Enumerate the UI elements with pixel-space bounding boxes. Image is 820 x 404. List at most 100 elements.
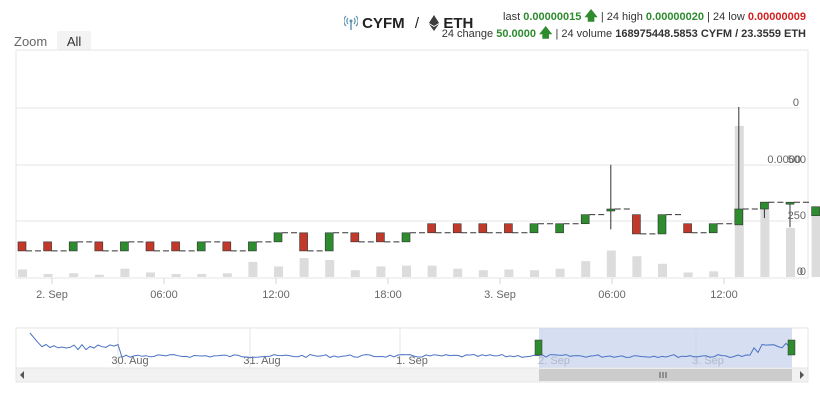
last-price: 0.00000015 <box>523 11 582 23</box>
volume-bar <box>530 270 539 277</box>
volume-bar <box>69 273 79 277</box>
candle-body <box>17 241 27 252</box>
high-price: 0.00000020 <box>645 11 705 23</box>
volume-bar <box>18 269 27 277</box>
candle-body <box>94 241 104 252</box>
volume-bar <box>786 227 795 277</box>
candle-body <box>299 232 308 252</box>
zoom-label: Zoom <box>14 34 48 49</box>
navigator-tick-label: 1. Sep <box>396 355 428 367</box>
price-axis-label: 0.0000 <box>767 154 801 166</box>
candle-body <box>555 223 564 234</box>
candle-body <box>43 241 52 252</box>
volume-bar <box>581 261 591 277</box>
candle-body <box>734 208 744 226</box>
navigator-selection[interactable] <box>539 328 792 368</box>
candle-body <box>222 241 232 252</box>
stats-line-1: last 0.00000015 🡅 | 24 high 0.00000020 |… <box>442 8 806 25</box>
x-tick-label: 06:00 <box>150 289 178 301</box>
market-stats: last 0.00000015 🡅 | 24 high 0.00000020 |… <box>442 8 806 42</box>
candle-body <box>606 208 616 212</box>
last-label: last <box>503 11 521 23</box>
candle-body <box>785 201 795 205</box>
volume-bar <box>632 256 642 277</box>
candle-body <box>171 241 180 252</box>
up-arrow-icon: 🡅 <box>539 25 553 40</box>
x-tick-label: 3. Sep <box>484 289 516 301</box>
low-price: 0.00000009 <box>747 11 806 23</box>
navigator-tick-label: 31. Aug <box>243 355 280 367</box>
volume-axis-label: 500 <box>788 154 806 166</box>
volume-bar <box>197 273 207 277</box>
scroll-left-icon[interactable] <box>20 371 24 379</box>
volume-bar <box>427 265 437 277</box>
high-label: | 24 high <box>600 11 643 23</box>
volume-bar <box>683 272 693 277</box>
x-tick-label: 18:00 <box>374 289 402 301</box>
volume-bar <box>94 274 104 277</box>
candle-body <box>580 214 590 225</box>
range-selector: Zoom All <box>14 31 92 52</box>
candle-body <box>452 223 462 234</box>
candle-body <box>632 214 641 235</box>
volume-bar <box>43 273 53 277</box>
pair-separator: / <box>414 15 420 32</box>
volume-value: 168975448.5853 CYFM / 23.3559 ETH <box>615 28 806 40</box>
candle-body <box>145 241 155 252</box>
volume-bar <box>453 268 463 277</box>
volume-bar <box>606 250 616 277</box>
volume-bar <box>811 216 820 277</box>
candle-body <box>760 201 769 210</box>
quote-symbol: ETH <box>443 15 474 32</box>
plot-frame <box>15 49 809 279</box>
base-symbol: CYFM <box>362 15 405 32</box>
volume-bar <box>658 263 667 277</box>
candle-body <box>350 232 360 243</box>
volume-bar <box>299 258 309 277</box>
candle-body <box>248 241 257 252</box>
candle-body <box>811 206 820 217</box>
volume-bar <box>274 266 283 277</box>
x-tick-label: 12:00 <box>710 289 738 301</box>
price-axis-label: 0 <box>793 97 799 109</box>
volume-bar <box>222 273 232 277</box>
candle-body <box>196 241 206 252</box>
volume-label: | 24 volume <box>555 28 613 40</box>
candle-body <box>120 241 129 252</box>
candle-body <box>427 223 436 234</box>
navigator-handle-right[interactable] <box>787 339 796 356</box>
change-value: 50.0000 <box>496 28 536 40</box>
volume-bar <box>402 265 411 277</box>
volume-bar <box>146 272 155 277</box>
grip-icon <box>659 372 667 378</box>
volume-bar <box>350 270 360 277</box>
volume-bar <box>171 273 181 277</box>
navigator-handle-left[interactable] <box>534 339 543 356</box>
candle-layer <box>17 107 820 252</box>
change-label: 24 change <box>441 28 494 40</box>
candle-body <box>478 223 488 234</box>
candle-body <box>708 223 718 234</box>
volume-bar <box>555 268 565 277</box>
volume-bar <box>376 266 386 277</box>
navigator-series <box>29 332 791 359</box>
volume-bar <box>709 271 719 277</box>
volume-axis-label: 0 <box>800 266 806 278</box>
ethereum-icon <box>429 15 440 31</box>
navigator-tick-label: 30. Aug <box>111 355 148 367</box>
x-tick-label: 2. Sep <box>36 289 68 301</box>
volume-bar <box>248 261 258 277</box>
plot-area <box>15 49 809 279</box>
up-arrow-icon: 🡅 <box>584 8 598 23</box>
scroll-right-icon[interactable] <box>800 371 804 379</box>
volume-bar <box>760 201 770 277</box>
candle-body <box>401 232 411 243</box>
stats-line-2: 24 change 50.0000 🡅 | 24 volume 16897544… <box>442 25 806 42</box>
candle-body <box>68 241 78 252</box>
x-tick-label: 06:00 <box>598 289 626 301</box>
price-axis-label: 0 <box>797 266 803 278</box>
candle-body <box>324 232 334 252</box>
volume-bar <box>478 270 488 277</box>
